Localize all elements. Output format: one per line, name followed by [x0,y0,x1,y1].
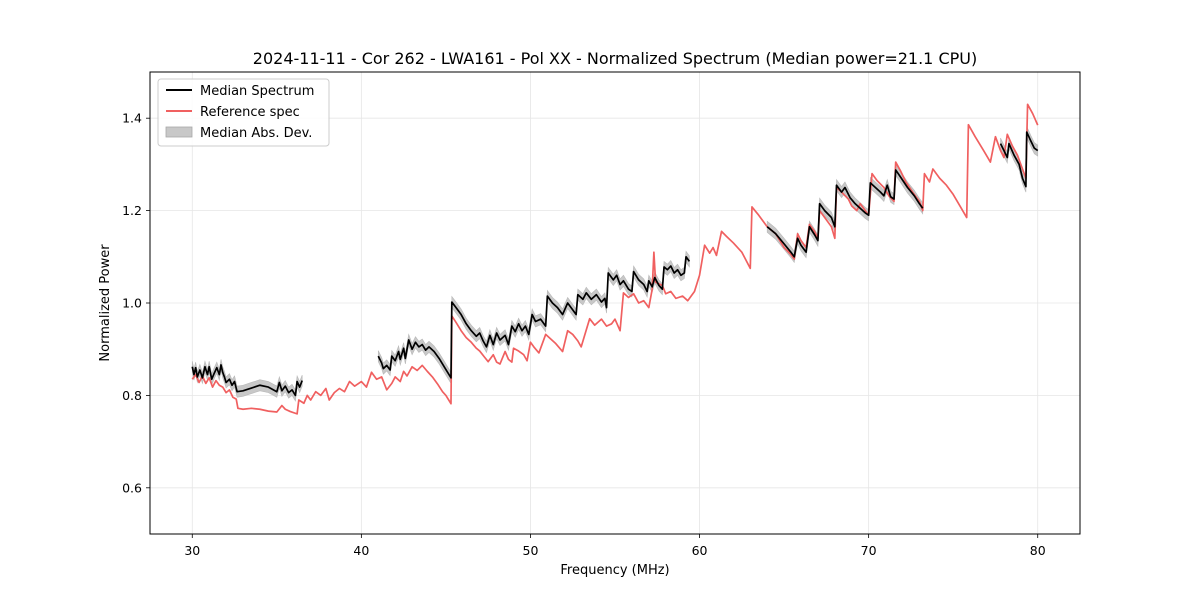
grid-lines [150,72,1080,534]
legend: Median Spectrum Reference spec Median Ab… [157,78,330,147]
series-lines [191,103,1039,415]
x-tick-label: 80 [1030,543,1046,558]
x-axis-ticks: 30 40 50 60 70 80 [184,534,1046,558]
x-axis-label: Frequency (MHz) [560,563,669,578]
y-tick-label: 0.6 [122,480,142,495]
median-spectrum-line [377,255,691,379]
y-tick-label: 1.0 [122,296,142,311]
median-spectrum-line [999,131,1039,188]
median-spectrum-line [766,169,924,258]
legend-median-label: Median Spectrum [200,84,314,99]
x-tick-label: 70 [861,543,877,558]
legend-mad-swatch [165,126,193,138]
chart-title: 2024-11-11 - Cor 262 - LWA161 - Pol XX -… [253,49,977,68]
y-tick-label: 1.2 [122,203,142,218]
x-tick-label: 30 [184,543,200,558]
median-spectrum-line [191,364,303,397]
y-tick-label: 0.8 [122,388,142,403]
legend-mad-label: Median Abs. Dev. [200,126,312,141]
x-tick-label: 50 [523,543,539,558]
legend-box [157,78,330,147]
y-tick-label: 1.4 [122,111,142,126]
y-axis-ticks: 0.6 0.8 1.0 1.2 1.4 [122,111,150,495]
x-tick-label: 60 [692,543,708,558]
x-tick-label: 40 [353,543,369,558]
y-axis-label: Normalized Power [98,244,113,362]
legend-reference-label: Reference spec [200,105,300,120]
